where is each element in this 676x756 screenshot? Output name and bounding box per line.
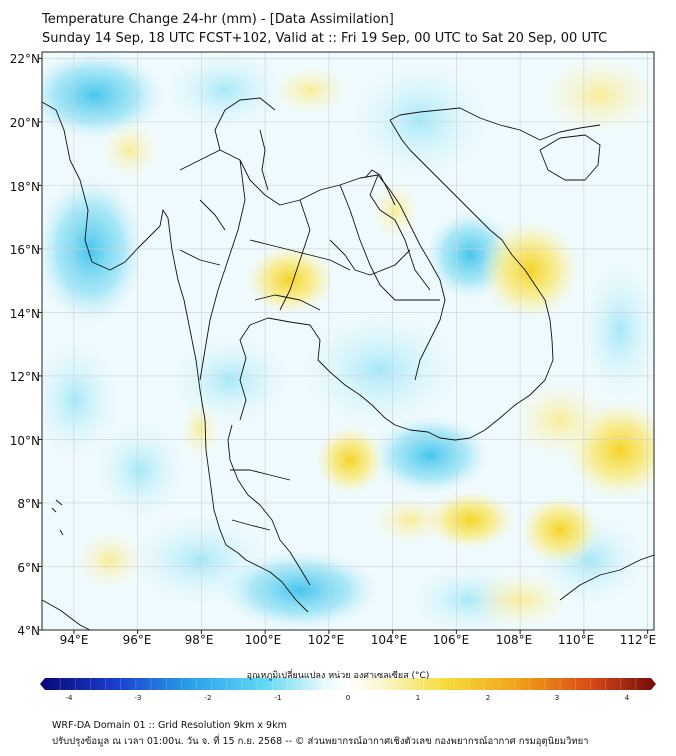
colorbar-tick-label: 2 (485, 694, 491, 702)
colorbar-tick-label: 3 (554, 694, 560, 702)
lat-label: 14°N (9, 307, 40, 321)
lat-label: 12°N (9, 370, 40, 384)
lon-label: 112°E (619, 633, 657, 647)
lon-label: 108°E (495, 633, 533, 647)
map-subtitle: Sunday 14 Sep, 18 UTC FCST+102, Valid at… (42, 31, 608, 46)
graticule (42, 52, 654, 630)
colorbar-tick-label: -2 (204, 694, 212, 702)
axis-ticks (38, 57, 649, 634)
colorbar-label: อุณหภูมิเปลี่ยนแปลง หน่วย องศาเซลเซียส (… (246, 671, 430, 681)
lon-label: 96°E (122, 633, 152, 647)
temperature-field (42, 52, 654, 630)
colorbar-tick-label: 1 (415, 694, 421, 702)
lat-label: 4°N (17, 624, 40, 638)
colorbar-max-arrow (651, 678, 656, 690)
lat-label: 22°N (9, 52, 40, 66)
map-frame (41, 51, 655, 631)
lon-label: 102°E (307, 633, 345, 647)
colorbar-tick-label: -4 (65, 694, 73, 702)
coastlines-and-borders (42, 97, 654, 630)
colorbar-tick-label: -1 (274, 694, 282, 702)
lon-label: 94°E (59, 633, 89, 647)
lon-label: 100°E (244, 633, 282, 647)
map-title: Temperature Change 24-hr (mm) - [Data As… (42, 12, 394, 27)
lat-label: 8°N (17, 497, 40, 511)
lat-label: 18°N (9, 180, 40, 194)
colorbar-min-arrow (40, 678, 45, 690)
lat-label: 10°N (9, 434, 40, 448)
lon-label: 104°E (370, 633, 408, 647)
lon-label: 110°E (557, 633, 595, 647)
lat-label: 20°N (9, 116, 40, 130)
colorbar-gradient (45, 678, 651, 690)
colorbar-tick-label: 4 (624, 694, 630, 702)
colorbar-tick-label: -3 (134, 694, 142, 702)
footer-model-info: WRF-DA Domain 01 :: Grid Resolution 9km … (52, 720, 287, 731)
colorbar-ticks (59, 678, 637, 690)
lon-label: 106°E (432, 633, 470, 647)
colorbar-tick-label: 0 (345, 694, 351, 702)
lat-label: 6°N (17, 561, 40, 575)
lat-label: 16°N (9, 243, 40, 257)
lon-label: 98°E (184, 633, 214, 647)
footer-credit: ปรับปรุงข้อมูล ณ เวลา 01:00น. วัน จ. ที่… (52, 736, 589, 747)
